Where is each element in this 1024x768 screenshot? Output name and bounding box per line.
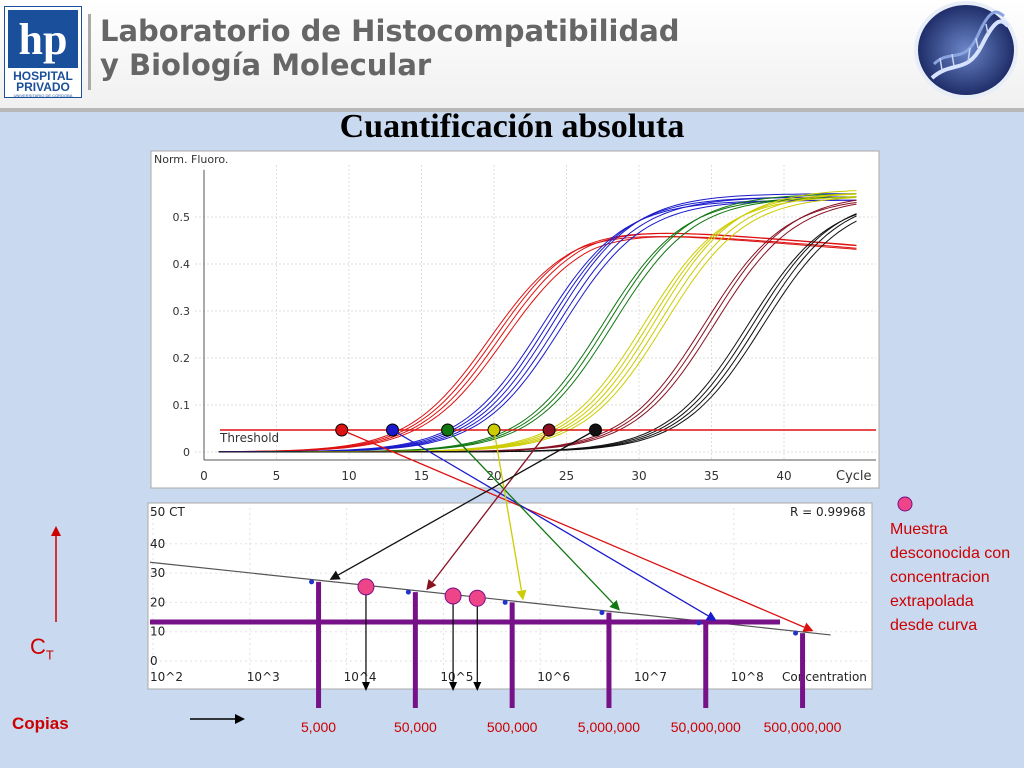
copias-label: Copias xyxy=(12,714,69,733)
amp-x-tick-label: 5 xyxy=(273,469,281,483)
ct-axis-letter: C xyxy=(30,634,46,659)
ct-axis-arrowhead xyxy=(51,526,61,536)
copies-value: 50,000 xyxy=(393,719,437,735)
copies-value: 5,000 xyxy=(301,719,337,735)
ct-arrow-darkred xyxy=(431,429,550,583)
standard-point xyxy=(309,579,315,585)
ct-axis-label: CT xyxy=(30,634,54,662)
std-y-tick-label: 20 xyxy=(150,595,165,609)
std-x-tick-label: 10^7 xyxy=(634,670,667,684)
amp-x-tick-label: 35 xyxy=(704,469,719,483)
unknown-sample-point xyxy=(357,578,375,596)
amp-y-tick-label: 0 xyxy=(183,446,190,459)
lab-title-line1: Laboratorio de Histocompatibilidad xyxy=(100,14,680,48)
mapping-arrows xyxy=(329,429,814,632)
slide-title: Cuantificación absoluta xyxy=(339,108,685,145)
copias-arrowhead xyxy=(235,714,245,724)
standard-curve-ticks: 0 10 20 30 40 10^2 10^3 10^4 10^5 10^6 10^7 10^8 xyxy=(150,537,764,684)
standard-point xyxy=(793,630,799,636)
standard-point xyxy=(599,610,605,616)
std-y-tick-label: 40 xyxy=(150,537,165,551)
ct-arrowhead-darkred xyxy=(426,579,437,591)
amplification-chart: Norm. Fluoro. Cycle 0 5 10 15 20 25 30 35 40 0 0.1… xyxy=(150,150,880,489)
unknown-drop-arrowhead xyxy=(449,682,458,691)
std-x-tick-label: 10^6 xyxy=(537,670,570,684)
amplification-curves xyxy=(218,190,857,453)
amp-curve-red xyxy=(218,236,857,453)
amp-x-tick-label: 25 xyxy=(559,469,574,483)
ct-arrow-red xyxy=(341,429,805,628)
logo-universitario: UNIVERSITARIO DE CÓRDOBA xyxy=(14,93,73,98)
std-y-tick-label: 30 xyxy=(150,566,165,580)
ct-arrow-black xyxy=(337,429,596,576)
amp-y-tick-label: 0.5 xyxy=(173,211,191,224)
ct-arrowhead-black xyxy=(329,570,341,580)
ct-arrowhead-green xyxy=(609,599,620,611)
std-x-tick-label: 10^3 xyxy=(247,670,280,684)
logo-hp: hp xyxy=(19,15,68,64)
legend-unknown-marker xyxy=(897,496,913,512)
std-x-tick-label: 10^2 xyxy=(150,670,183,684)
amp-x-tick-label: 40 xyxy=(776,469,791,483)
std-x-tick-label: 10^5 xyxy=(440,670,473,684)
unknown-drop-arrowhead xyxy=(473,682,482,691)
copies-value: 5,000,000 xyxy=(577,719,641,735)
amp-curve-black xyxy=(218,220,857,453)
unknown-samples xyxy=(357,578,486,691)
amp-x-tick-label: 0 xyxy=(200,469,208,483)
amp-x-tick-label: 15 xyxy=(414,469,429,483)
slide-header: hp HOSPITAL PRIVADO UNIVERSITARIO DE CÓR… xyxy=(0,0,1024,112)
std-y-tick-label: 10 xyxy=(150,625,165,639)
std-y-tick-label: 0 xyxy=(150,654,158,668)
amp-x-tick-label: 30 xyxy=(631,469,646,483)
ct-arrow-yellow xyxy=(493,429,523,591)
ct-arrowhead-yellow xyxy=(516,589,527,601)
dna-icon xyxy=(914,1,1018,99)
threshold-label: Threshold xyxy=(219,431,279,445)
logo-hospital: HOSPITAL xyxy=(13,69,73,83)
copies-value: 50,000,000 xyxy=(670,719,741,735)
std-y-axis-label: 50 CT xyxy=(150,505,185,519)
standard-point xyxy=(405,589,411,595)
std-x-tick-label: 10^4 xyxy=(344,670,377,684)
hospital-logo: hp HOSPITAL PRIVADO UNIVERSITARIO DE CÓR… xyxy=(4,6,82,98)
lab-title-line2: y Biología Molecular xyxy=(100,48,432,82)
standard-curve-chart: 50 CT R = 0.99968 Concentration 0 10 20 30 4… xyxy=(147,502,873,708)
header-divider xyxy=(88,14,91,90)
standard-point xyxy=(502,599,508,605)
lab-title: Laboratorio de Histocompatibilidad y Bio… xyxy=(100,14,680,82)
logo-privado: PRIVADO xyxy=(16,80,70,94)
amp-y-tick-label: 0.1 xyxy=(173,399,191,412)
standard-point xyxy=(696,620,702,626)
r-value: R = 0.99968 xyxy=(790,505,866,519)
ct-arrowhead-blue xyxy=(705,611,717,621)
amp-x-axis-label: Cycle xyxy=(836,469,872,484)
amp-y-axis-label: Norm. Fluoro. xyxy=(154,153,228,166)
amp-x-tick-label: 10 xyxy=(341,469,356,483)
copies-value: 500,000,000 xyxy=(763,719,842,735)
unknown-sample-note: Muestra desconocida con concentracion ex… xyxy=(890,521,1011,634)
std-x-tick-label: 10^8 xyxy=(731,670,764,684)
standard-bars xyxy=(316,581,806,708)
copies-value: 500,000 xyxy=(486,719,538,735)
unknown-drop-arrowhead xyxy=(361,682,370,691)
amp-y-tick-label: 0.4 xyxy=(173,258,191,271)
unknown-sample-point xyxy=(468,589,486,607)
standard-points xyxy=(309,579,799,636)
ct-arrow-green xyxy=(447,429,614,604)
amp-x-tick-label: 20 xyxy=(486,469,501,483)
ct-arrowhead-red xyxy=(802,622,814,632)
ct-axis-subscript: T xyxy=(45,647,54,663)
amp-y-tick-label: 0.3 xyxy=(173,305,191,318)
unknown-sample-point xyxy=(444,587,462,605)
amp-y-tick-label: 0.2 xyxy=(173,352,191,365)
ct-arrow-blue xyxy=(392,429,709,617)
amplification-ticks: 0 5 10 15 20 25 30 35 40 0 0.1 0.2 0.3 0.4 0.5 xyxy=(173,170,876,483)
std-x-axis-label: Concentration xyxy=(782,670,867,684)
